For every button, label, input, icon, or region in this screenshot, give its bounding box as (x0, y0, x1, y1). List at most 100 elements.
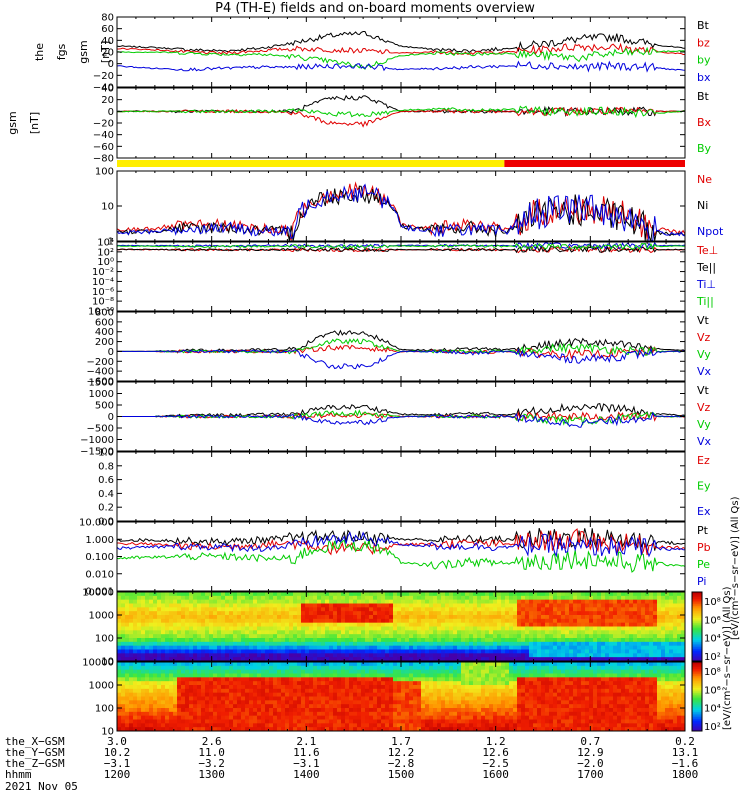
spectrogram-cell (533, 622, 538, 627)
spectrogram-cell (233, 662, 238, 667)
spectrogram-cell (417, 711, 422, 717)
spectrogram-cell (509, 630, 514, 635)
spectrogram-cell (149, 630, 154, 635)
spectrogram-cell (605, 649, 610, 654)
spectrogram-cell (537, 653, 542, 658)
spectrogram-cell (205, 622, 210, 627)
spectrogram-cell (617, 653, 622, 658)
y-tick-label: −1500 (80, 447, 114, 458)
spectrogram-cell (369, 662, 374, 667)
spectrogram-cell (357, 673, 362, 678)
spectrogram-cell (585, 607, 590, 612)
spectrogram-cell (117, 599, 122, 604)
spectrogram-cell (353, 665, 358, 671)
spectrogram-cell (417, 665, 422, 671)
spectrogram-cell (265, 700, 270, 705)
spectrogram-cell (433, 677, 438, 682)
spectrogram-cell (417, 634, 422, 639)
spectrogram-cell (541, 630, 546, 635)
spectrogram-cell (409, 711, 414, 717)
spectrogram-cell (193, 657, 198, 662)
spectrogram-cell (401, 592, 406, 597)
density-series-group (117, 181, 685, 241)
spectrogram-cell (225, 723, 230, 728)
spectrogram-cell (613, 653, 618, 658)
spectrogram-cell (489, 599, 494, 604)
spectrogram-cell (653, 638, 658, 643)
series-line-Npot (117, 183, 685, 241)
spectrogram-cell (345, 727, 350, 732)
spectrogram-cell (461, 649, 466, 654)
spectrogram-cell (309, 715, 314, 720)
spectrogram-cell (265, 611, 270, 616)
spectrogram-cell (545, 630, 550, 635)
spectrogram-cell (305, 618, 310, 624)
spectrogram-cell (217, 645, 222, 650)
spectrogram-cell (421, 607, 426, 612)
spectrogram-cell (289, 634, 294, 639)
spectrogram-cell (529, 653, 534, 658)
spectrogram-cell (129, 719, 134, 724)
spectrogram-cell (601, 599, 606, 604)
spectrogram-cell (557, 641, 562, 647)
spectrogram-cell (417, 595, 422, 601)
spectrogram-cell (129, 723, 134, 728)
spectrogram-cell (385, 673, 390, 678)
spectrogram-cell (277, 700, 282, 705)
spectrogram-cell (329, 607, 334, 612)
spectrogram-cell (665, 638, 670, 643)
spectrogram-cell (489, 645, 494, 650)
spectrogram-cell (241, 704, 246, 709)
spectrogram-cell (229, 681, 234, 686)
spectrogram-cell (305, 685, 310, 690)
spectrogram-cell (445, 711, 450, 717)
spectrogram-cell (233, 700, 238, 705)
spectrogram-cell (405, 634, 410, 639)
spectrogram-cell (197, 653, 202, 658)
spectrogram-cell (197, 685, 202, 690)
spectrogram-cell (381, 727, 386, 732)
spectrogram-cell (125, 673, 130, 678)
spectrogram-cell (565, 641, 570, 647)
spectrogram-cell (533, 626, 538, 631)
spectrogram-cell (569, 634, 574, 639)
spectrogram-cell (349, 649, 354, 654)
y-tick-label: 10⁴ (97, 238, 114, 249)
spectrogram-cell (589, 626, 594, 631)
spectrogram-cell (569, 645, 574, 650)
spectrogram-cell (329, 592, 334, 597)
spectrogram-cell (385, 727, 390, 732)
spectrogram-cell (149, 685, 154, 690)
spectrogram-cell (193, 618, 198, 624)
spectrogram-cell (457, 681, 462, 686)
spectrogram-cell (605, 630, 610, 635)
spectrogram-cell (449, 665, 454, 671)
spectrogram-cell (349, 630, 354, 635)
spectrogram-cell (305, 641, 310, 647)
spectrogram-cell (325, 615, 330, 620)
spectrogram-cell (401, 723, 406, 728)
spectrogram-cell (497, 599, 502, 604)
spectrogram-cell (309, 696, 314, 701)
spectrogram-cell (117, 715, 122, 720)
spectrogram-cell (197, 704, 202, 709)
spectrogram-cell (221, 649, 226, 654)
spectrogram-cell (609, 595, 614, 601)
spectrogram-cell (149, 603, 154, 608)
spectrogram-cell (625, 649, 630, 654)
spectrogram-cell (613, 603, 618, 608)
spectrogram-cell (425, 723, 430, 728)
spectrogram-cell (429, 719, 434, 724)
spectrogram-cell (237, 723, 242, 728)
spectrogram-cell (161, 719, 166, 724)
spectrogram-cell (189, 708, 194, 713)
spectrogram-cell (345, 645, 350, 650)
spectrogram-cell (337, 649, 342, 654)
spectrogram-cell (449, 645, 454, 650)
spectrogram-cell (429, 688, 434, 694)
spectrogram-cell (401, 673, 406, 678)
spectrogram-cell (341, 630, 346, 635)
spectrogram-cell (209, 607, 214, 612)
spectrogram-cell (261, 723, 266, 728)
spectrogram-cell (265, 657, 270, 662)
